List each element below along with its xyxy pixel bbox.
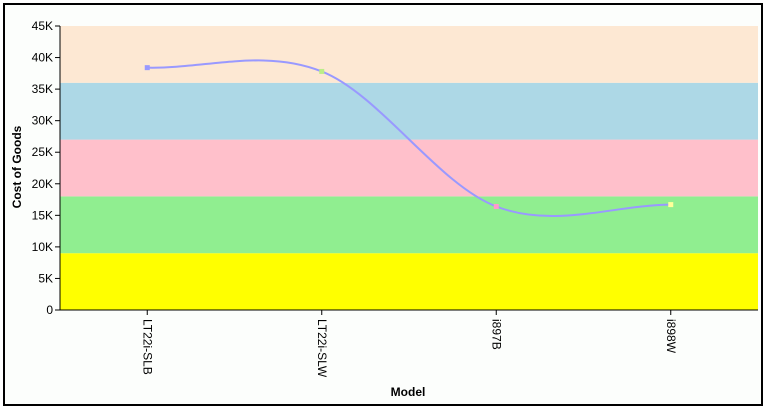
x-axis-title: Model	[391, 385, 426, 399]
x-tick-label: LT22i-SLW	[315, 319, 329, 378]
data-point[interactable]	[668, 202, 674, 208]
band-4	[60, 26, 758, 83]
y-tick-label: 0	[46, 303, 53, 317]
data-point[interactable]	[144, 65, 150, 71]
y-tick-label: 40K	[32, 51, 53, 65]
x-axis: LT22i-SLB LT22i-SLW i897B i898W	[60, 309, 758, 378]
y-tick-label: 45K	[32, 19, 53, 33]
x-tick-label: i897B	[489, 319, 503, 350]
band-0	[60, 253, 758, 310]
series-layer	[144, 59, 674, 217]
y-tick-label: 5K	[38, 271, 53, 285]
x-tick-label: LT22i-SLB	[140, 319, 154, 375]
y-tick-label: 20K	[32, 177, 53, 191]
background-bands	[60, 26, 758, 310]
data-point[interactable]	[493, 203, 499, 209]
series-line	[147, 59, 671, 217]
y-tick-label: 30K	[32, 114, 53, 128]
band-3	[60, 82, 758, 140]
y-tick-label: 25K	[32, 145, 53, 159]
data-point[interactable]	[319, 68, 325, 74]
y-axis-title: Cost of Goods	[10, 125, 24, 208]
y-tick-label: 15K	[32, 208, 53, 222]
y-axis: 0 5K 10K 15K 20K 25K 30K 35K 40K 45K	[32, 19, 61, 317]
y-tick-label: 35K	[32, 82, 53, 96]
x-tick-label: i898W	[664, 319, 678, 354]
y-tick-label: 10K	[32, 240, 53, 254]
band-2	[60, 139, 758, 197]
